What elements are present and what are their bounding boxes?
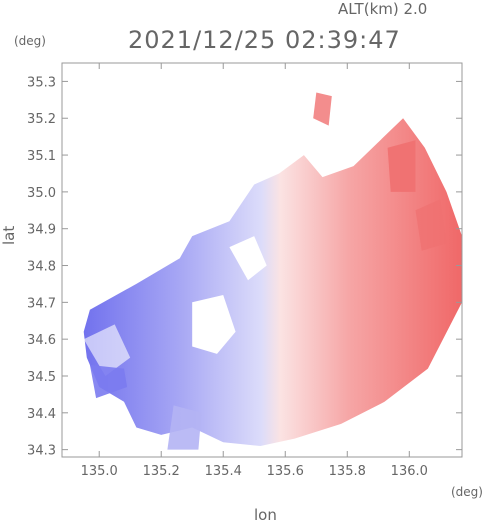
altitude-label: ALT(km) 2.0 — [338, 0, 428, 18]
echo-gap — [83, 324, 131, 376]
x-tick-label: 135.4 — [205, 464, 242, 479]
y-axis-unit: (deg) — [14, 34, 46, 48]
timestamp-title: 2021/12/25 02:39:47 — [128, 26, 401, 54]
approach-core — [89, 364, 128, 399]
y-tick-label: 34.3 — [27, 444, 56, 459]
y-tick-label: 34.8 — [27, 260, 56, 275]
axis-ticks: 135.0 135.2 135.4 135.6 135.8 136.0 34.3 34.4 34… — [27, 63, 462, 479]
x-tick-label: 135.0 — [81, 464, 118, 479]
y-tick-label: 34.4 — [27, 407, 56, 422]
y-tick-label: 35.2 — [27, 112, 56, 127]
x-tick-label: 136.0 — [391, 464, 428, 479]
echo-patch — [167, 405, 202, 450]
x-axis-unit: (deg) — [451, 485, 483, 499]
y-tick-label: 35.1 — [27, 149, 56, 164]
velocity-field — [83, 92, 462, 450]
recede-core — [387, 140, 416, 192]
y-tick-label: 34.7 — [27, 296, 56, 311]
y-tick-label: 34.5 — [27, 370, 56, 385]
x-axis-label: lon — [254, 506, 277, 524]
echo-region — [83, 118, 462, 446]
echo-patch — [313, 92, 332, 126]
x-tick-label: 135.2 — [143, 464, 180, 479]
recede-core — [415, 199, 447, 251]
x-tick-label: 135.6 — [267, 464, 304, 479]
x-tick-label: 135.8 — [329, 464, 366, 479]
y-tick-label: 35.3 — [27, 75, 56, 90]
y-tick-label: 34.6 — [27, 333, 56, 348]
echo-gap — [229, 236, 267, 281]
plot-frame — [61, 62, 463, 458]
y-tick-label: 35.0 — [27, 186, 56, 201]
y-tick-label: 34.9 — [27, 223, 56, 238]
echo-gap — [192, 295, 236, 354]
